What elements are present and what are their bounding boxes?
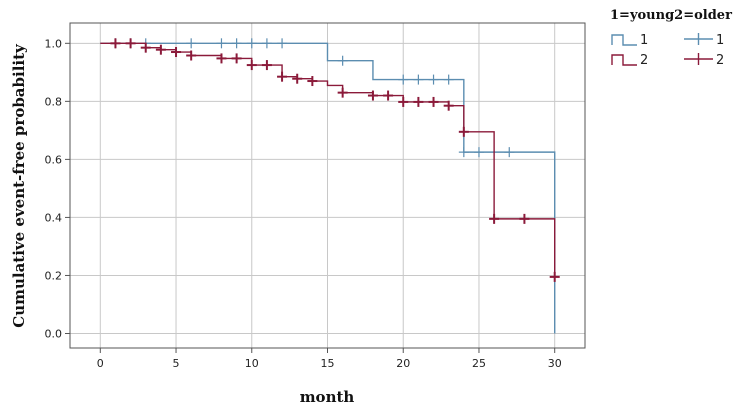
x-tick-label: 30 [548, 357, 562, 370]
series-1-survival-line [100, 42, 556, 334]
series-2-censor-mark [398, 96, 409, 107]
y-axis-title: Cumulative event-free probability [10, 43, 28, 328]
series-2-censor-mark [140, 42, 151, 53]
y-tick-label: 0.4 [45, 211, 63, 224]
series-2-censor-mark [519, 213, 530, 224]
series-2-censor-mark [367, 90, 378, 101]
series-2-censor-mark [458, 126, 469, 137]
legend-censor-label: 1 [716, 33, 724, 48]
legend-line-swatch [611, 54, 637, 66]
series-2-censor-mark [246, 60, 257, 71]
series-layer [100, 38, 560, 334]
x-tick-label: 15 [321, 357, 335, 370]
series-2-censor-mark [277, 71, 288, 82]
series-2-censor-mark [549, 271, 560, 282]
x-axis-ticks: 0 5 10 15 20 25 30 [97, 348, 562, 370]
series-1-censor-mark [428, 74, 439, 85]
y-tick-label: 0.8 [45, 95, 63, 108]
x-axis-title: month [300, 388, 355, 406]
series-2-censor-mark [337, 87, 348, 98]
series-2-censor-mark [413, 96, 424, 107]
legend-line-label: 2 [640, 53, 648, 68]
x-tick-label: 25 [472, 357, 486, 370]
series-1-censor-mark [231, 38, 242, 49]
series-2-censor-mark [231, 53, 242, 64]
legend-title: 1=young2=older [610, 8, 732, 23]
x-tick-label: 0 [97, 357, 104, 370]
series-2-censor-mark [171, 47, 182, 58]
x-tick-label: 5 [173, 357, 180, 370]
series-1-censor-mark [504, 147, 515, 158]
series-1-censor-mark [413, 74, 424, 85]
legend-line-label: 1 [640, 33, 648, 48]
series-1-censor-mark [398, 74, 409, 85]
series-1-censor-mark [337, 55, 348, 66]
series-2-censor-mark [216, 53, 227, 64]
y-tick-label: 0.2 [45, 269, 63, 282]
series-2-censor-mark [428, 96, 439, 107]
series-2-censor-mark [307, 76, 318, 87]
legend-entries: 1 12 2 [611, 33, 724, 68]
legend-censor-label: 2 [716, 53, 724, 68]
series-2-censor-mark [261, 60, 272, 71]
series-1-censor-mark [246, 38, 257, 49]
series-2-censor-mark [155, 44, 166, 55]
grid-lines [70, 23, 585, 348]
series-2-censor-mark [292, 73, 303, 84]
x-tick-label: 10 [245, 357, 259, 370]
y-tick-label: 1.0 [45, 37, 63, 50]
x-tick-label: 20 [396, 357, 410, 370]
series-2-censor-mark [489, 213, 500, 224]
legend: 1=young2=older 1 12 2 [610, 8, 732, 68]
y-tick-label: 0.6 [45, 153, 63, 166]
series-1-censor-mark [261, 38, 272, 49]
series-2-censor-mark [110, 38, 121, 49]
series-2-censor-mark [443, 100, 454, 111]
series-1-censor-mark [473, 147, 484, 158]
series-2-censor-mark [186, 50, 197, 61]
series-2-censor-mark [383, 90, 394, 101]
series-2-censor-mark [125, 38, 136, 49]
series-1-censor-mark [277, 38, 288, 49]
legend-line-swatch [611, 34, 637, 46]
series-1-censor-mark [216, 38, 227, 49]
y-tick-label: 0.0 [45, 327, 63, 340]
series-1-censor-mark [443, 74, 454, 85]
y-axis-ticks: 0.0 0.2 0.4 0.6 0.8 1.0 [45, 37, 70, 340]
series-1-censor-mark [458, 147, 469, 158]
series-1-censor-mark [186, 38, 197, 49]
